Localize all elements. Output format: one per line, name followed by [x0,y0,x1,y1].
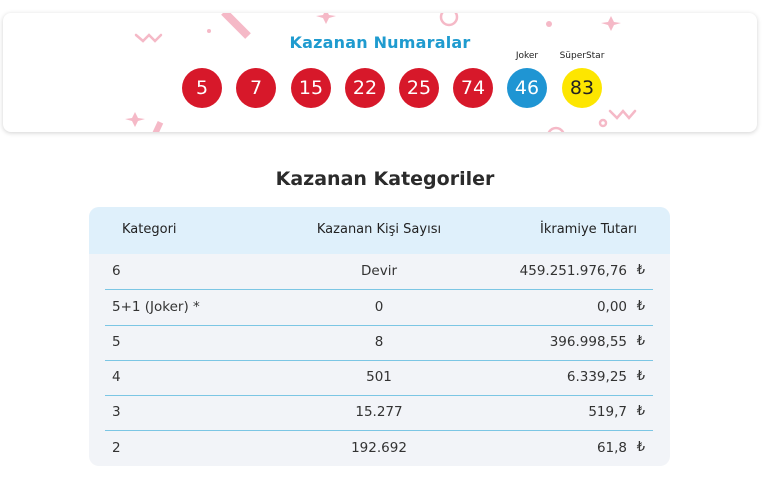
table-header-row: Kategori Kazanan Kişi Sayısı İkramiye Tu… [89,207,670,254]
confetti-decoration [125,13,637,132]
table-row: 2 192.692 61,8 ₺ [105,431,653,466]
category-cell: 6 [112,263,121,279]
lira-icon: ₺ [636,334,645,349]
number-ball-2: 7 [236,68,276,108]
superstar-label: SüperStar [559,51,605,61]
prize-cell: 61,8 [596,440,627,456]
winning-numbers-title: Kazanan Numaralar [289,33,471,52]
lira-icon: ₺ [636,263,645,278]
lira-icon: ₺ [636,440,645,455]
winners-cell: 0 [374,299,384,315]
category-cell: 5 [112,334,121,350]
prize-cell: 519,7 [588,404,627,420]
number-ball-1: 5 [182,68,222,108]
header-prize: İkramiye Tutarı [540,222,637,237]
lira-icon: ₺ [636,369,645,384]
prize-cell: 0,00 [596,299,627,315]
table-row: 5 8 396.998,55 ₺ [105,325,653,361]
categories-title: Kazanan Kategoriler [275,168,495,190]
lira-icon: ₺ [636,404,645,419]
joker-number-ball: 46 [507,68,547,108]
prize-cell: 459.251.976,76 [519,263,627,279]
header-winners: Kazanan Kişi Sayısı [316,222,442,237]
prize-cell: 396.998,55 [549,334,627,350]
number-ball-6: 74 [453,68,493,108]
category-cell: 2 [112,440,121,456]
prize-cell: 6.339,25 [566,369,627,385]
joker-label: Joker [515,51,539,61]
lira-icon: ₺ [636,299,645,314]
winning-numbers-card: Kazanan Numaralar 5 7 15 22 25 74 Joker … [3,13,757,132]
winners-cell: Devir [361,263,397,279]
number-ball-5: 25 [399,68,439,108]
categories-table: Kategori Kazanan Kişi Sayısı İkramiye Tu… [89,207,670,466]
table-row: 3 15.277 519,7 ₺ [105,395,653,431]
winners-cell: 15.277 [355,404,403,420]
category-cell: 3 [112,404,121,420]
number-ball-3: 15 [291,68,331,108]
table-row: 6 Devir 459.251.976,76 ₺ [105,254,653,290]
superstar-number-ball: 83 [562,68,602,108]
category-cell: 5+1 (Joker) * [112,299,200,315]
winners-cell: 192.692 [351,440,407,456]
header-category: Kategori [122,222,177,237]
table-row: 5+1 (Joker) * 0 0,00 ₺ [105,290,653,326]
winners-cell: 501 [366,369,392,385]
category-cell: 4 [112,369,121,385]
winners-cell: 8 [374,334,384,350]
number-ball-4: 22 [345,68,385,108]
table-row: 4 501 6.339,25 ₺ [105,360,653,396]
